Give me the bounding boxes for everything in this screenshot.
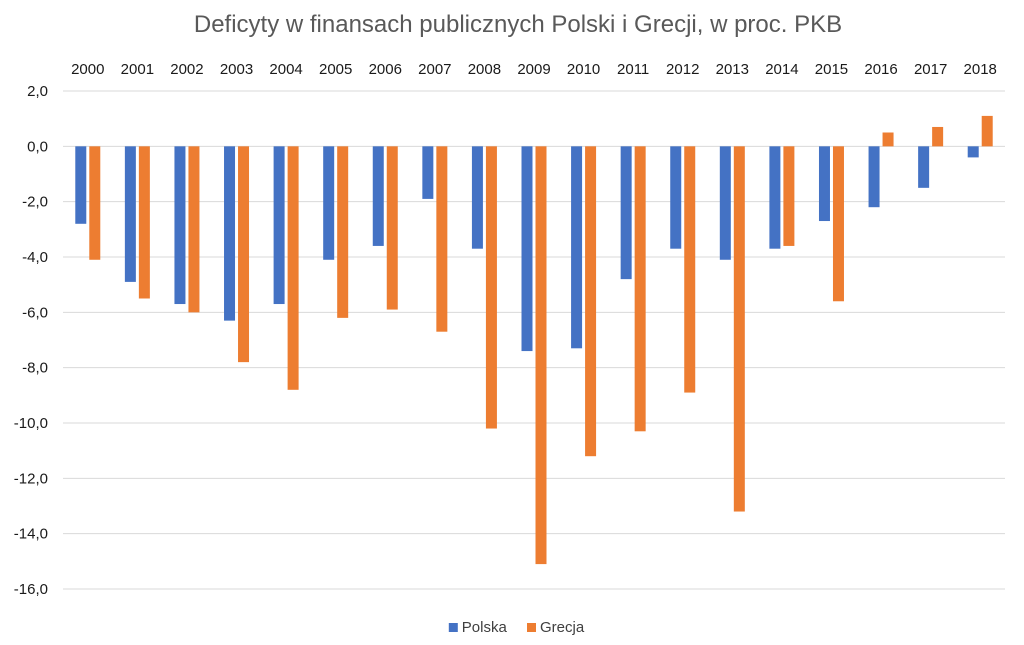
legend-swatch-grecja bbox=[527, 623, 536, 632]
chart-title: Deficyty w finansach publicznych Polski … bbox=[194, 11, 842, 38]
bar-polska-2014 bbox=[769, 146, 781, 249]
bar-grecja-2012 bbox=[684, 146, 696, 393]
x-tick-label: 2013 bbox=[716, 61, 749, 78]
legend-label-grecja: Grecja bbox=[540, 619, 585, 636]
x-tick-label: 2002 bbox=[170, 61, 203, 78]
x-tick-label: 2008 bbox=[468, 61, 501, 78]
y-tick-label: -10,0 bbox=[14, 415, 48, 432]
legend-label-polska: Polska bbox=[462, 619, 508, 636]
x-tick-label: 2014 bbox=[765, 61, 798, 78]
bar-grecja-2003 bbox=[238, 146, 250, 363]
x-tick-label: 2006 bbox=[369, 61, 402, 78]
bar-grecja-2002 bbox=[188, 146, 200, 313]
bar-grecja-2013 bbox=[733, 146, 745, 512]
bar-grecja-2009 bbox=[535, 146, 547, 565]
bar-polska-2005 bbox=[323, 146, 335, 260]
legend: Polska Grecja bbox=[448, 619, 585, 636]
bar-grecja-2000 bbox=[89, 146, 101, 260]
bar-polska-2004 bbox=[273, 146, 285, 305]
bar-grecja-2004 bbox=[287, 146, 299, 390]
bar-grecja-2007 bbox=[436, 146, 448, 332]
y-axis-tick-labels: 2,0 0,0 -2,0 -4,0 -6,0 -8,0 -10,0 -12,0 -14,0 -16… bbox=[14, 83, 48, 598]
x-tick-label: 2012 bbox=[666, 61, 699, 78]
bar-grecja-2014 bbox=[783, 146, 795, 246]
y-tick-label: -14,0 bbox=[14, 526, 48, 543]
x-tick-label: 2016 bbox=[864, 61, 897, 78]
bar-polska-2011 bbox=[620, 146, 632, 280]
y-tick-label: -4,0 bbox=[22, 249, 48, 266]
bar-polska-2001 bbox=[124, 146, 136, 282]
x-tick-label: 2010 bbox=[567, 61, 600, 78]
y-tick-label: -8,0 bbox=[22, 360, 48, 377]
y-tick-label: 0,0 bbox=[27, 138, 48, 155]
legend-swatch-polska bbox=[448, 623, 458, 632]
bar-polska-2012 bbox=[670, 146, 682, 249]
bar-polska-2018 bbox=[967, 146, 979, 158]
bar-polska-2017 bbox=[918, 146, 930, 188]
bar-polska-2003 bbox=[224, 146, 236, 321]
bar-grecja-2010 bbox=[585, 146, 597, 457]
bar-polska-2013 bbox=[719, 146, 731, 260]
y-tick-label: -2,0 bbox=[22, 194, 48, 211]
bar-polska-2015 bbox=[818, 146, 830, 222]
bar-polska-2010 bbox=[571, 146, 583, 349]
x-tick-label: 2005 bbox=[319, 61, 352, 78]
bar-grecja-2008 bbox=[485, 146, 497, 429]
x-tick-label: 2017 bbox=[914, 61, 947, 78]
bars bbox=[75, 115, 993, 565]
gridlines bbox=[63, 90, 1005, 590]
x-tick-label: 2004 bbox=[269, 61, 302, 78]
x-tick-label: 2009 bbox=[517, 61, 550, 78]
y-tick-label: 2,0 bbox=[27, 83, 48, 100]
y-tick-label: -16,0 bbox=[14, 581, 48, 598]
bar-polska-2009 bbox=[521, 146, 533, 352]
bar-polska-2000 bbox=[75, 146, 87, 224]
bar-grecja-2011 bbox=[634, 146, 646, 432]
x-axis-tick-labels: 2000 2001 2002 2003 2004 2005 2006 2007 2008 2009… bbox=[71, 61, 997, 78]
bar-grecja-2015 bbox=[832, 146, 844, 302]
y-tick-label: -12,0 bbox=[14, 470, 48, 487]
x-tick-label: 2018 bbox=[964, 61, 997, 78]
bar-grecja-2005 bbox=[337, 146, 349, 318]
y-tick-label: -6,0 bbox=[22, 304, 48, 321]
x-tick-label: 2001 bbox=[121, 61, 154, 78]
bar-polska-2007 bbox=[422, 146, 434, 199]
x-tick-label: 2011 bbox=[617, 61, 649, 78]
bar-grecja-2018 bbox=[981, 115, 993, 147]
bar-polska-2008 bbox=[471, 146, 483, 249]
bar-polska-2016 bbox=[868, 146, 880, 208]
x-tick-label: 2000 bbox=[71, 61, 104, 78]
bar-grecja-2001 bbox=[138, 146, 150, 299]
x-tick-label: 2007 bbox=[418, 61, 451, 78]
bar-grecja-2017 bbox=[932, 126, 944, 147]
bar-polska-2006 bbox=[372, 146, 384, 246]
bar-polska-2002 bbox=[174, 146, 186, 305]
bar-grecja-2016 bbox=[882, 132, 894, 147]
x-tick-label: 2015 bbox=[815, 61, 848, 78]
x-tick-label: 2003 bbox=[220, 61, 253, 78]
bar-grecja-2006 bbox=[386, 146, 398, 310]
